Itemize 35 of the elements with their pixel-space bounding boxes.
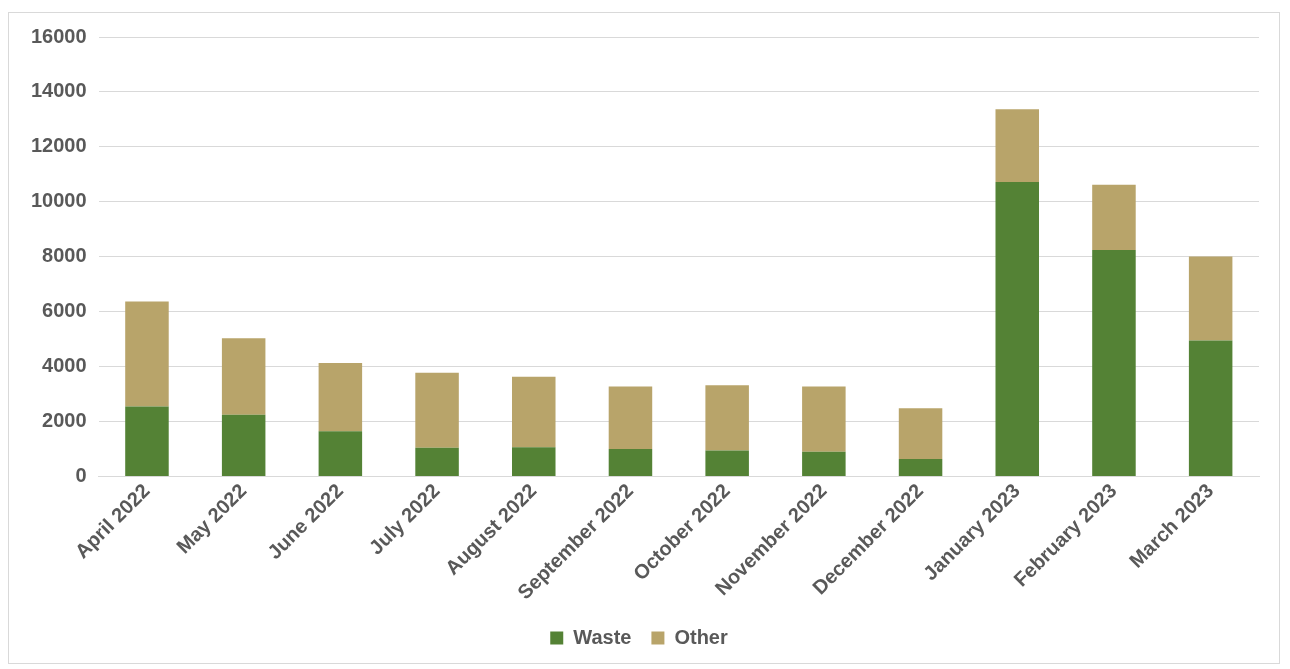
bar (608, 386, 653, 450)
y-tick-label: 14000 (30, 79, 87, 102)
bar (415, 447, 459, 477)
bar (995, 109, 1040, 183)
y-tick-label: 16000 (30, 24, 87, 47)
bar (802, 386, 846, 452)
bar (705, 450, 749, 477)
y-tick-label: 10000 (30, 189, 87, 212)
y-tick-label: 6000 (42, 299, 87, 322)
legend-label: Other (674, 625, 728, 648)
bar (221, 338, 266, 415)
bar (802, 451, 846, 477)
bar (512, 447, 556, 477)
y-tick-label: 12000 (30, 134, 87, 157)
bar (608, 449, 653, 477)
y-tick-label: 2000 (42, 409, 87, 432)
legend-label: Waste (573, 625, 632, 648)
bar (415, 372, 459, 448)
bar (125, 406, 169, 477)
bar (318, 431, 363, 477)
bar (995, 182, 1040, 477)
bar (512, 376, 556, 448)
y-tick-label: 4000 (42, 354, 87, 377)
bar (1092, 249, 1136, 477)
y-tick-label: 0 (75, 464, 87, 487)
bar (221, 414, 266, 477)
bar (1188, 340, 1233, 477)
bar (1188, 256, 1233, 341)
bar (898, 458, 943, 477)
bar (125, 301, 169, 407)
bar (898, 408, 943, 459)
bar (318, 363, 363, 432)
bar (1092, 184, 1136, 250)
y-tick-label: 8000 (42, 244, 87, 267)
bar (705, 385, 749, 451)
